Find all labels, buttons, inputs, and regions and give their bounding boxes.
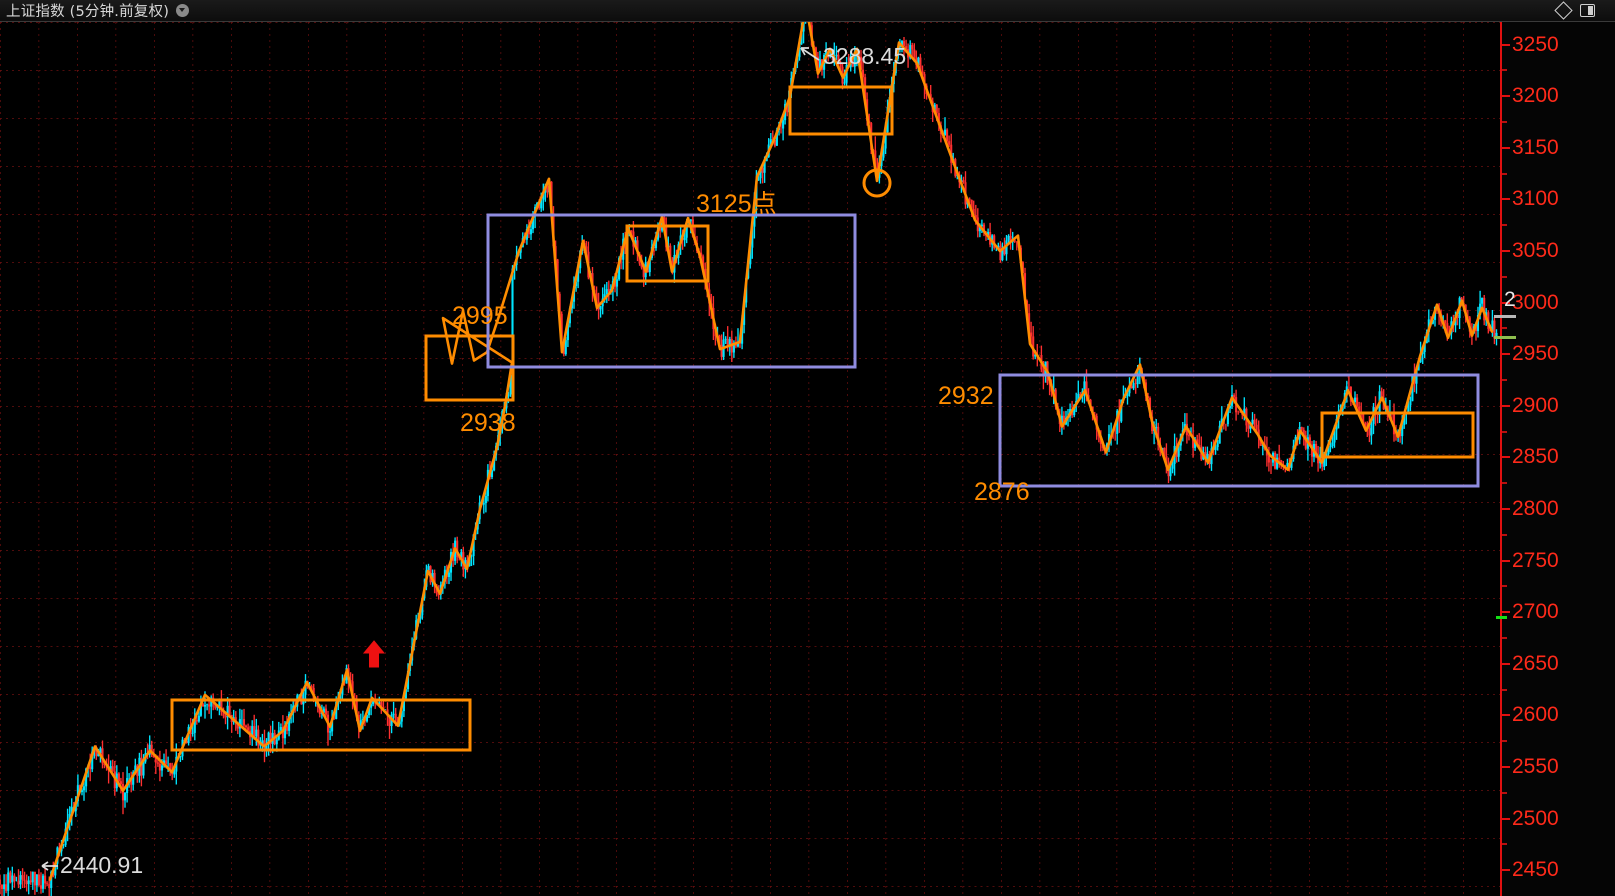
chevron-down-circle-icon[interactable] [176, 4, 190, 17]
box-consolidation-5[interactable] [1320, 411, 1475, 459]
price-axis-minor-tick [1502, 585, 1507, 588]
box-consolidation-1[interactable] [170, 698, 472, 752]
titlebar-actions [1554, 1, 1609, 20]
price-axis-tick-label: 3100 [1512, 187, 1559, 211]
zigzag-line [48, 22, 1494, 881]
price-axis-tick-mark [1502, 95, 1510, 98]
window-titlebar: 上证指数 (5分钟.前复权) [0, 0, 1615, 22]
price-axis-tick-mark [1502, 817, 1510, 820]
lbl-2938[interactable]: 2938 [460, 409, 516, 437]
price-axis-minor-tick [1502, 379, 1507, 382]
marker-buy-arrow[interactable] [362, 640, 386, 668]
price-axis-tick-mark [1502, 714, 1510, 717]
price-axis-minor-tick [1502, 740, 1507, 743]
price-axis-tick-mark [1502, 146, 1510, 149]
annotation-labels: 2440.91 3288.45 2995 2938 3125点 2932 2876 [60, 43, 1030, 878]
price-axis-tick-label: 2800 [1512, 497, 1559, 521]
panel-toggle-icon[interactable] [1580, 4, 1595, 17]
box-range-2[interactable] [998, 373, 1480, 488]
price-axis-minor-tick [1502, 688, 1507, 691]
zigzag-overlay-series [48, 22, 1494, 881]
price-chart-svg: 2440.91 3288.45 2995 2938 3125点 2932 2876 [0, 22, 1500, 896]
low-label[interactable]: 2440.91 [60, 852, 143, 878]
price-axis-tick-label: 2650 [1512, 651, 1559, 675]
price-axis-minor-tick [1502, 637, 1507, 640]
annotation-leader-lines [41, 47, 820, 871]
price-axis-minor-tick [1502, 533, 1507, 536]
price-axis-tick-label: 2550 [1512, 755, 1559, 778]
price-axis-minor-tick [1502, 430, 1507, 433]
lbl-2932[interactable]: 2932 [938, 382, 994, 410]
price-axis-tick-mark [1502, 250, 1510, 253]
price-axis-tick-mark [1502, 404, 1510, 407]
price-axis-tick-label: 2950 [1512, 342, 1559, 366]
peak-label-leader [800, 47, 820, 61]
price-axis-minor-tick [1502, 327, 1507, 330]
price-axis-tick-label: 3150 [1512, 135, 1559, 159]
lbl-3125[interactable]: 3125点 [696, 190, 777, 218]
price-axis-tick-mark [1502, 869, 1510, 872]
price-axis-tick-label: 2600 [1512, 703, 1559, 727]
annotation-shapes [170, 85, 1480, 752]
box-range-1[interactable] [486, 213, 857, 369]
price-axis-minor-tick [1502, 69, 1507, 72]
lbl-2876[interactable]: 2876 [974, 478, 1030, 506]
price-axis-tick-label: 2450 [1512, 858, 1559, 882]
circle-pullback[interactable] [862, 168, 892, 198]
price-axis-tick-mark [1502, 353, 1510, 356]
page-title: 上证指数 (5分钟.前复权) [6, 4, 170, 20]
price-axis-tick-label: 2900 [1512, 393, 1559, 417]
diamond-icon[interactable] [1554, 1, 1573, 20]
price-axis-minor-tick [1502, 172, 1507, 175]
price-axis-minor-tick [1502, 843, 1507, 846]
price-axis-minor-tick [1502, 275, 1507, 278]
price-axis-tick-label: 2700 [1512, 600, 1559, 624]
price-axis-tick-mark [1502, 198, 1510, 201]
peak-label[interactable]: 3288.45 [823, 43, 906, 69]
last-price-label: 2 [1504, 287, 1516, 311]
price-axis-tick-label: 3200 [1512, 84, 1559, 108]
price-axis-tick-mark [1502, 456, 1510, 459]
price-axis-tick-mark [1502, 43, 1510, 46]
price-axis[interactable]: 3250 3200 3150 3100 3050 3000 2950 2900 2850 2800… [1494, 22, 1615, 896]
price-axis-tick-label: 3050 [1512, 239, 1559, 263]
price-axis-tick-label: 3250 [1512, 32, 1559, 56]
price-axis-minor-tick [1502, 224, 1507, 227]
chart-plot-area[interactable]: 2440.91 3288.45 2995 2938 3125点 2932 2876 [0, 22, 1500, 896]
price-axis-tick-label: 2500 [1512, 806, 1559, 830]
price-axis-tick-label: 2750 [1512, 548, 1559, 572]
green-price-marker [1496, 616, 1507, 620]
price-axis-minor-tick [1502, 791, 1507, 794]
price-level-stub [1494, 315, 1516, 319]
price-axis-tick-mark [1502, 662, 1510, 665]
price-axis-tick-mark [1502, 766, 1510, 768]
price-axis-tick-mark [1502, 559, 1510, 562]
price-axis-tick-label: 2850 [1512, 445, 1559, 469]
box-consolidation-3[interactable] [625, 224, 710, 283]
price-axis-tick-label: 3000 [1512, 290, 1559, 314]
box-consolidation-4[interactable] [788, 85, 894, 136]
price-level-stub [1494, 335, 1516, 339]
price-axis-tick-mark [1502, 611, 1510, 614]
price-axis-minor-tick [1502, 482, 1507, 485]
lbl-2995[interactable]: 2995 [452, 302, 508, 330]
price-axis-tick-mark [1502, 301, 1510, 304]
price-axis-tick-mark [1502, 508, 1510, 511]
low-label-leader [41, 861, 58, 871]
price-axis-minor-tick [1502, 121, 1507, 124]
